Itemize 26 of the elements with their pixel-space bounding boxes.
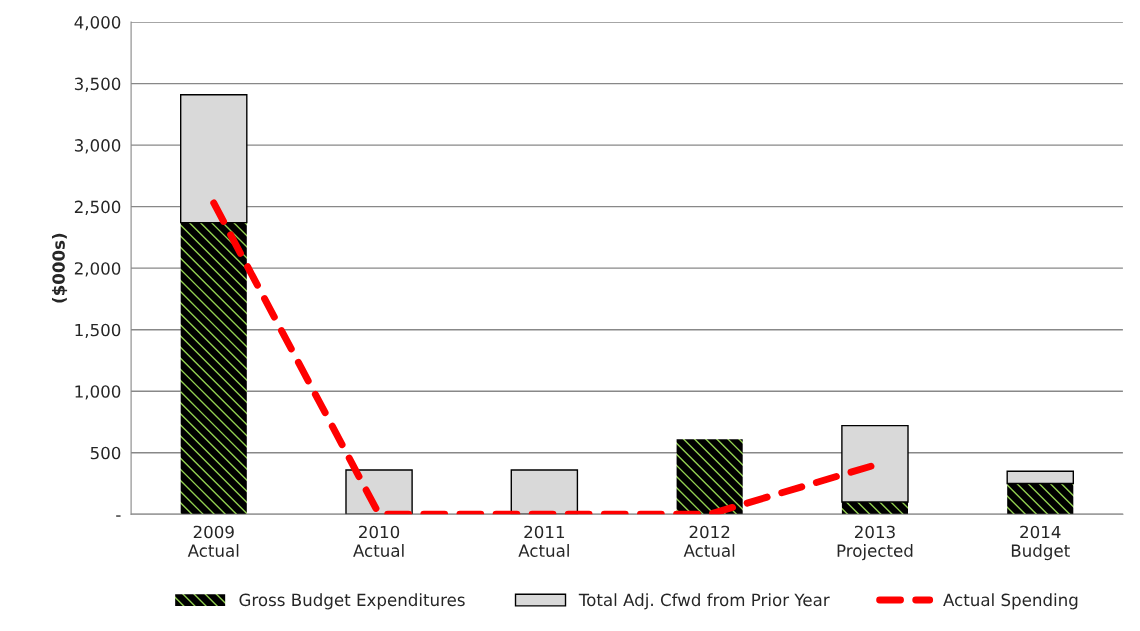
bar [179, 93, 248, 224]
y-tick-label: 2,000 [74, 262, 121, 277]
bar [676, 439, 743, 515]
x-tick-label: 2014 Budget [1011, 525, 1070, 561]
x-tick-label: 2013 Projected [837, 525, 913, 561]
legend-label: Total Adj. Cfwd from Prior Year [578, 593, 830, 610]
x-tick-label: 2009 Actual [187, 525, 239, 557]
y-tick-label: 3,000 [74, 139, 121, 154]
y-axis-title: ($000s) [51, 233, 68, 303]
bar [1006, 470, 1075, 485]
y-tick-label: 3,500 [74, 77, 121, 92]
y-tick-label: 500 [90, 446, 121, 460]
bar [841, 424, 909, 503]
bar [180, 222, 247, 515]
x-tick-label: 2012 Actual [683, 525, 735, 557]
y-tick-label: 1,000 [75, 385, 121, 400]
y-tick-label: 1,500 [75, 323, 121, 338]
y-tick-label: - [116, 515, 121, 517]
x-tick-label: 2010 Actual [353, 525, 404, 557]
bar [510, 469, 579, 515]
bar [1007, 483, 1074, 515]
y-tick-label: 4,000 [74, 16, 121, 31]
legend-label: Gross Budget Expenditures [239, 593, 465, 610]
y-tick-label: 2,500 [74, 200, 121, 215]
x-tick-label: 2011 Actual [518, 525, 569, 557]
legend-label: Actual Spending [943, 593, 1078, 610]
